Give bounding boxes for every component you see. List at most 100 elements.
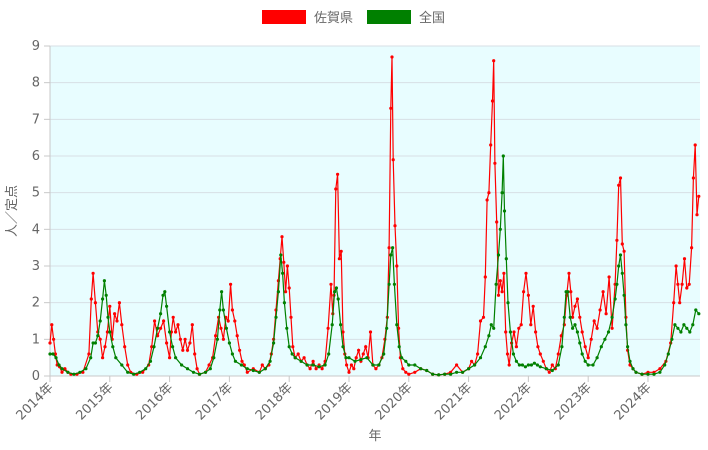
data-point xyxy=(580,352,584,356)
data-point xyxy=(404,359,408,363)
data-point xyxy=(583,345,587,349)
data-point xyxy=(72,372,76,376)
data-point xyxy=(571,315,575,319)
y-tick-label: 3 xyxy=(32,259,40,274)
data-point xyxy=(492,59,496,63)
data-point xyxy=(153,319,157,323)
data-point xyxy=(586,363,590,367)
data-point xyxy=(290,352,294,356)
data-point xyxy=(529,363,534,367)
data-point xyxy=(575,330,580,334)
y-tick-label: 6 xyxy=(32,149,40,164)
data-point xyxy=(54,356,58,360)
data-point xyxy=(165,341,169,345)
data-point xyxy=(610,326,614,330)
data-point xyxy=(489,323,493,327)
data-point xyxy=(311,359,315,363)
legend-label: 全国 xyxy=(419,10,445,26)
data-point xyxy=(538,365,542,369)
data-point xyxy=(550,363,554,367)
data-point xyxy=(500,290,504,294)
x-tick-label: 2024年 xyxy=(612,380,655,423)
data-point xyxy=(91,271,95,275)
data-point xyxy=(285,326,289,330)
x-tick-label: 2020年 xyxy=(372,380,415,423)
data-point xyxy=(245,370,249,374)
data-point xyxy=(214,334,218,338)
y-tick-label: 7 xyxy=(32,112,40,127)
data-point xyxy=(117,301,121,305)
data-point xyxy=(523,365,528,369)
legend-item[interactable]: 佐賀県 xyxy=(262,10,353,26)
data-point xyxy=(148,359,153,363)
y-tick-label: 0 xyxy=(32,369,40,384)
data-point xyxy=(98,337,102,341)
data-point xyxy=(344,356,348,360)
data-point xyxy=(221,308,225,312)
data-point xyxy=(512,330,516,334)
data-point xyxy=(658,367,662,371)
data-point xyxy=(691,176,696,180)
plot-area xyxy=(50,46,700,376)
data-point xyxy=(676,326,680,330)
data-point xyxy=(599,345,603,349)
data-point xyxy=(361,352,365,356)
data-point xyxy=(461,370,465,374)
data-point xyxy=(536,345,540,349)
x-tick-label: 2021年 xyxy=(432,380,475,423)
data-point xyxy=(101,356,105,360)
chart-legend[interactable]: 佐賀県 全国 xyxy=(262,10,445,26)
data-point xyxy=(287,286,291,290)
data-point xyxy=(672,301,676,305)
data-point xyxy=(508,330,512,334)
legend-item[interactable]: 全国 xyxy=(367,10,445,26)
data-point xyxy=(504,257,508,261)
data-point xyxy=(679,330,683,334)
data-point xyxy=(289,315,293,319)
data-point xyxy=(323,363,327,367)
data-point xyxy=(51,352,55,356)
legend-label: 佐賀県 xyxy=(314,11,353,26)
y-axis-title: 人／定点 xyxy=(5,185,20,237)
data-point xyxy=(425,368,429,373)
data-point xyxy=(193,352,197,356)
data-point xyxy=(578,341,582,345)
data-point xyxy=(524,271,528,275)
data-point xyxy=(103,345,107,349)
data-point xyxy=(284,290,288,294)
data-point xyxy=(691,323,695,327)
data-point xyxy=(382,352,386,356)
data-point xyxy=(89,297,93,301)
data-point xyxy=(219,326,223,330)
data-point xyxy=(341,330,345,334)
series-group xyxy=(48,55,701,377)
data-point xyxy=(365,356,369,360)
x-tick-label: 2015年 xyxy=(73,380,116,423)
y-tick-label: 9 xyxy=(32,39,40,54)
data-point xyxy=(476,352,480,356)
data-point xyxy=(618,176,623,180)
data-point xyxy=(580,330,584,334)
data-point xyxy=(670,337,674,341)
data-point xyxy=(501,154,505,158)
data-point xyxy=(514,345,519,349)
data-point xyxy=(339,323,343,327)
data-point xyxy=(178,337,182,341)
data-point xyxy=(114,356,118,360)
x-tick-label: 2014年 xyxy=(14,380,57,423)
data-point xyxy=(126,370,130,374)
data-point xyxy=(535,363,540,367)
data-point xyxy=(347,356,351,360)
data-point xyxy=(547,370,551,374)
data-point xyxy=(658,370,662,374)
data-point xyxy=(357,348,361,352)
data-point xyxy=(334,187,338,191)
x-tick-label: 2016年 xyxy=(133,380,176,423)
data-point xyxy=(680,282,684,286)
data-point xyxy=(374,367,378,371)
data-point xyxy=(610,315,614,319)
data-point xyxy=(101,297,105,301)
data-point xyxy=(238,348,242,352)
data-point xyxy=(106,315,110,319)
data-point xyxy=(245,367,249,371)
